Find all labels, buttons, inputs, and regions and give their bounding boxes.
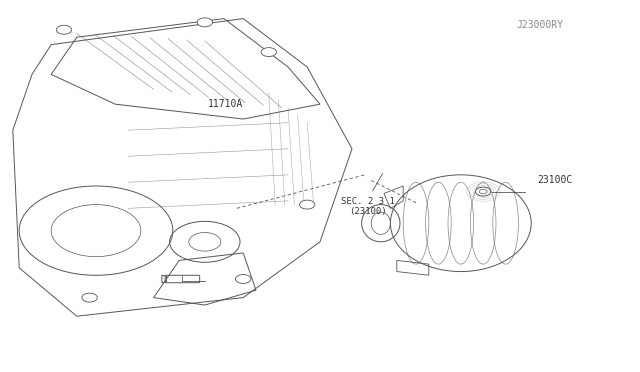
Text: J23000RY: J23000RY <box>516 20 563 30</box>
Circle shape <box>56 25 72 34</box>
Text: SEC. 2 3 1
(23100): SEC. 2 3 1 (23100) <box>341 197 395 216</box>
Circle shape <box>236 275 251 283</box>
Circle shape <box>300 200 315 209</box>
Text: 11710A: 11710A <box>208 99 243 109</box>
Text: 23100C: 23100C <box>538 176 573 185</box>
Circle shape <box>197 18 212 27</box>
Circle shape <box>476 187 491 196</box>
Circle shape <box>261 48 276 57</box>
Circle shape <box>82 293 97 302</box>
